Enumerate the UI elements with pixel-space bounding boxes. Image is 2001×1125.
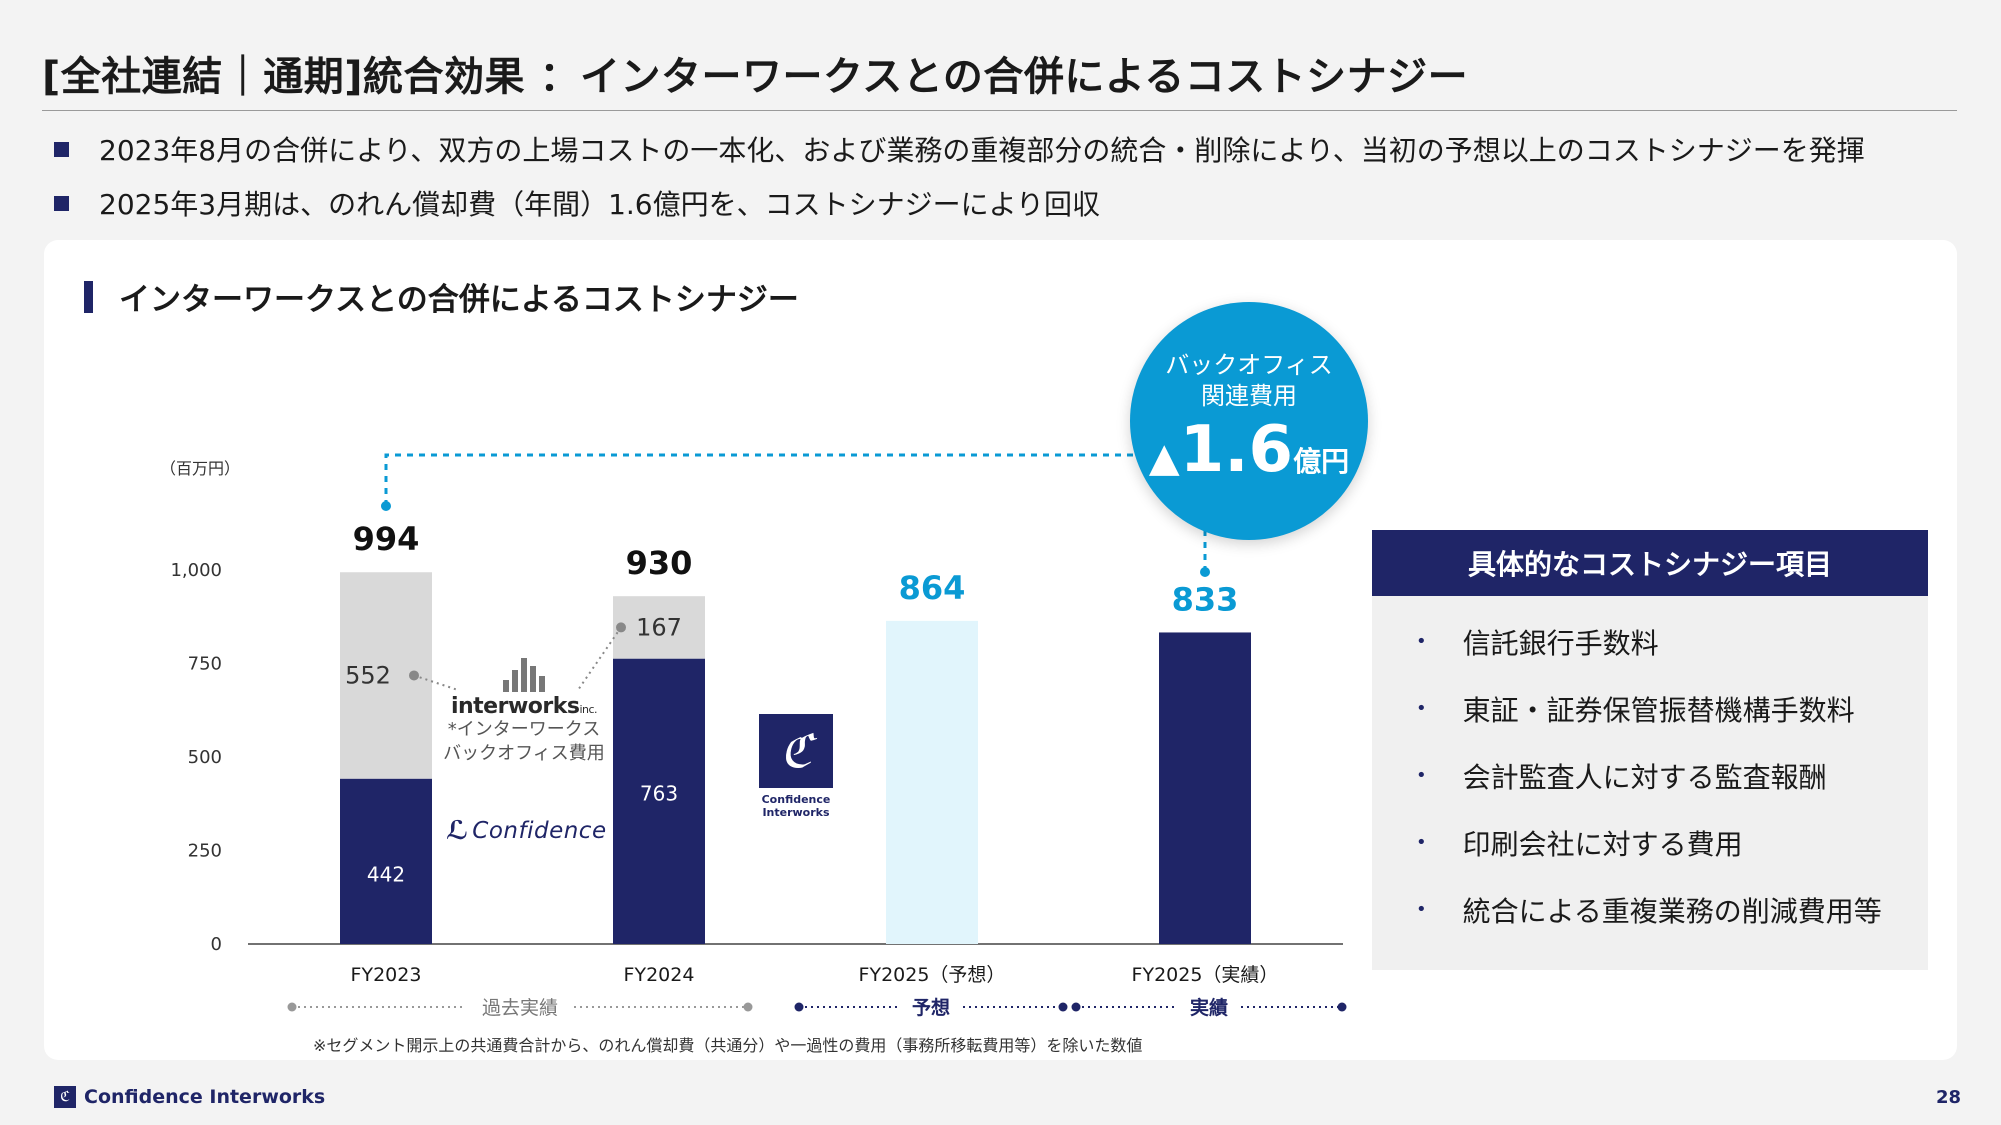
data-label: 763: [640, 781, 678, 805]
title-marker: [84, 280, 93, 313]
bullet-2: 2025年3月期は、のれん償却費（年間）1.6億円を、コストシナジーにより回収: [54, 183, 1100, 223]
items-heading: 具体的なコストシナジー項目: [1372, 530, 1928, 596]
total-label: 833: [1172, 580, 1239, 618]
y-tick-label: 0: [211, 934, 222, 955]
list-item: • 印刷会社に対する費用: [1416, 827, 1743, 861]
callout-value: ▲1.6億円: [1130, 413, 1368, 487]
period-dot: [1071, 1002, 1081, 1012]
y-tick-label: 500: [188, 747, 222, 768]
bullet-1: 2023年8月の合併により、双方の上場コストの一本化、および業務の重複部分の統合…: [54, 129, 1865, 169]
confidence-interworks-logo: ℭ Confidence Interworks: [746, 714, 846, 819]
period-label: 予想: [912, 996, 950, 1019]
bar-segment-FY2024: [613, 596, 705, 659]
period-label: 実績: [1190, 996, 1228, 1019]
list-item: • 統合による重複業務の削減費用等: [1416, 894, 1882, 928]
company-emblem-icon: ℭ: [54, 1086, 76, 1108]
x-tick-label: FY2025（実績）: [1132, 964, 1279, 986]
panel-title-text: インターワークスとの合併によるコストシナジー: [119, 282, 799, 318]
synergy-callout: バックオフィス 関連費用 ▲1.6億円: [1130, 302, 1368, 540]
callout-unit: 億円: [1293, 445, 1350, 478]
confidence-wordmark: Confidence: [472, 818, 607, 844]
interworks-logo: interworksinc.: [440, 656, 608, 719]
items-list: • 信託銀行手数料 • 東証・証券保管振替機構手数料 • 会計監査人に対する監査報酬 …: [1372, 608, 1928, 943]
callout-line-1: バックオフィス: [1165, 351, 1333, 379]
bullet-dot-icon: •: [1416, 631, 1427, 652]
interworks-wordmark: interworks: [450, 694, 580, 719]
square-bullet-icon: [54, 195, 69, 211]
panel-title: インターワークスとの合併によるコストシナジー: [84, 274, 799, 319]
bullet-dot-icon: •: [1416, 765, 1427, 786]
bar-segment-FY2023: [340, 778, 432, 944]
data-label: 167: [636, 613, 682, 641]
y-tick-label: 1,000: [170, 560, 222, 581]
synergy-items-box: 具体的なコストシナジー項目 • 信託銀行手数料 • 東証・証券保管振替機構手数料 •…: [1372, 530, 1928, 970]
bullet-dot-icon: •: [1416, 899, 1427, 920]
leader-line: [413, 674, 459, 691]
x-tick-label: FY2023: [351, 964, 422, 986]
bullet-dot-icon: •: [1416, 698, 1427, 719]
x-tick-label: FY2024: [624, 964, 695, 986]
period-dot: [743, 1002, 753, 1012]
page-number: 28: [1935, 1087, 1961, 1108]
title-divider: [42, 110, 1957, 111]
page-title: [全社連結｜通期]統合効果 ：インターワークスとの合併によるコストシナジー: [42, 54, 1469, 100]
bar-segment-FY2025（実績）: [1159, 632, 1251, 944]
bullet-dot-icon: •: [1416, 832, 1427, 853]
total-label: 864: [899, 569, 966, 607]
square-bullet-icon: [54, 141, 69, 157]
connector-dot: [1200, 567, 1210, 577]
callout-number: 1.6: [1179, 413, 1294, 487]
confidence-logo: ℒ Confidence: [446, 816, 607, 846]
list-item: • 会計監査人に対する監査報酬: [1416, 760, 1827, 794]
total-label: 994: [353, 520, 420, 558]
ci-emblem-icon: ℭ: [759, 714, 833, 788]
leader-line: [577, 626, 622, 691]
unit-label: （百万円）: [160, 459, 241, 478]
data-label: 442: [367, 862, 405, 886]
period-dot: [1337, 1002, 1347, 1012]
callout-line-2: 関連費用: [1201, 382, 1297, 410]
down-triangle-icon: ▲: [1148, 435, 1180, 481]
total-label: 930: [626, 544, 693, 582]
footnote: ※セグメント開示上の共通費合計から、のれん償却費（共通分）や一過性の費用（事務所…: [313, 1036, 1143, 1055]
interworks-suffix: inc.: [579, 703, 598, 716]
list-item: • 東証・証券保管振替機構手数料: [1416, 693, 1855, 727]
bar-segment-FY2025（予想）: [886, 620, 978, 944]
period-dot: [1058, 1002, 1068, 1012]
list-item: • 信託銀行手数料: [1416, 626, 1659, 660]
connector-line: [384, 453, 1140, 506]
interworks-note: *インターワークス バックオフィス費用: [443, 719, 605, 764]
confidence-mark-icon: ℒ: [446, 816, 469, 846]
footer-logo: ℭ Confidence Interworks: [54, 1086, 325, 1108]
x-tick-label: FY2025（予想）: [859, 964, 1006, 986]
bullet-text: 2025年3月期は、のれん償却費（年間）1.6億円を、コストシナジーにより回収: [99, 188, 1101, 221]
period-dot: [794, 1002, 804, 1012]
y-tick-label: 750: [188, 654, 222, 675]
footer-company: Confidence Interworks: [84, 1086, 326, 1108]
period-label: 過去実績: [482, 997, 558, 1019]
y-tick-label: 250: [188, 841, 222, 862]
bullet-text: 2023年8月の合併により、双方の上場コストの一本化、および業務の重複部分の統合…: [99, 134, 1865, 167]
period-dot: [287, 1002, 297, 1012]
data-label: 552: [345, 661, 391, 689]
bar-segment-FY2024: [613, 658, 705, 944]
interworks-bars-icon: [440, 656, 608, 692]
